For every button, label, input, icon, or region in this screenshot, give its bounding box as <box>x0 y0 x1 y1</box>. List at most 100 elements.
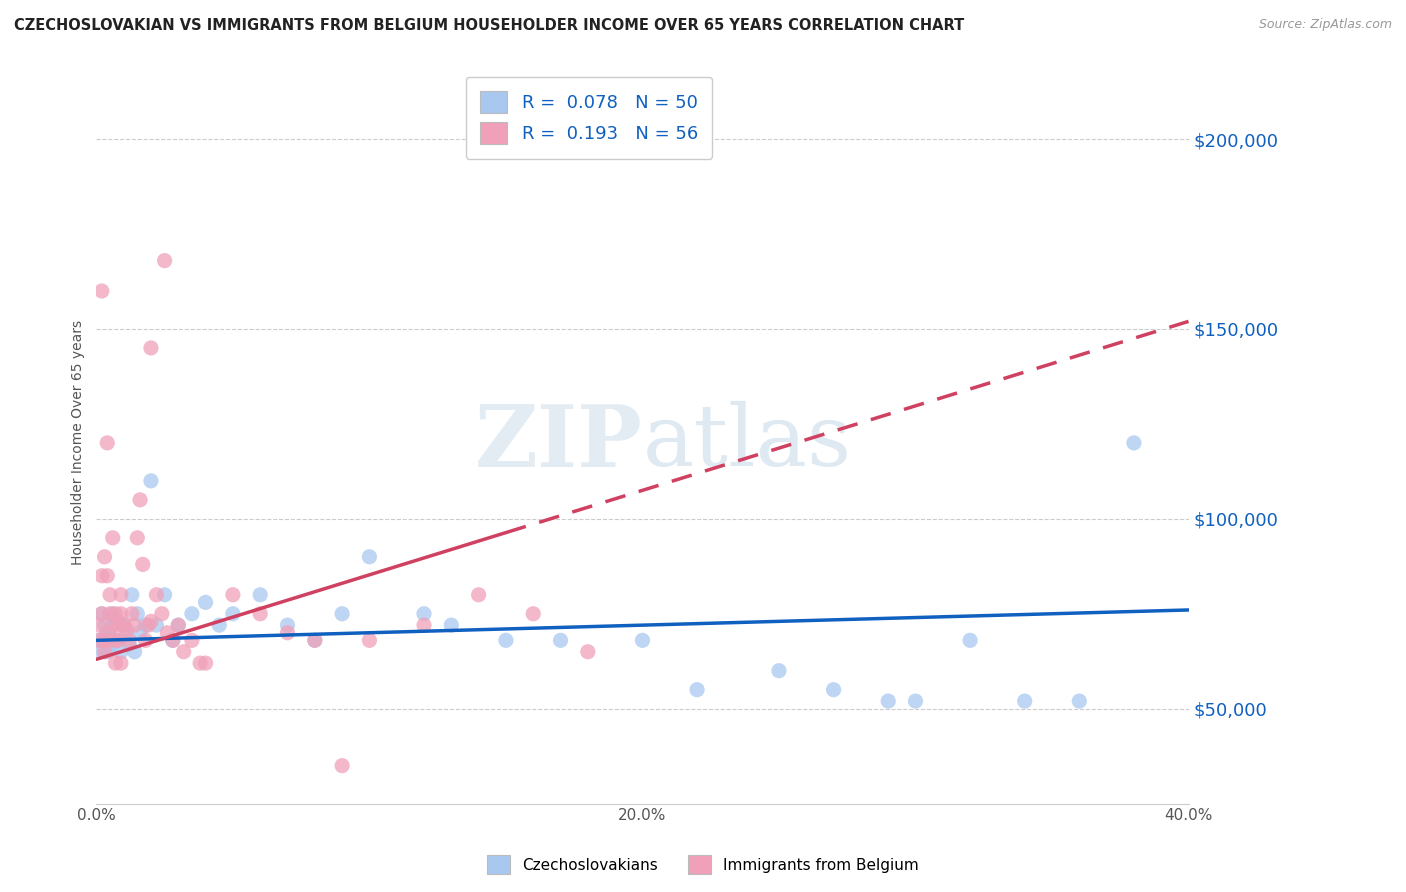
Point <box>249 588 271 602</box>
Point <box>330 607 353 621</box>
Point <box>162 633 184 648</box>
Point <box>104 633 127 648</box>
Point <box>115 622 138 636</box>
Point <box>823 682 845 697</box>
Point <box>93 618 115 632</box>
Point <box>87 633 110 648</box>
Point <box>134 618 156 632</box>
Point <box>90 569 112 583</box>
Point <box>96 625 118 640</box>
Point <box>631 633 654 648</box>
Point <box>98 633 121 648</box>
Point <box>121 607 143 621</box>
Text: atlas: atlas <box>643 401 852 484</box>
Point <box>139 615 162 629</box>
Point <box>167 618 190 632</box>
Point <box>112 618 135 632</box>
Point <box>90 645 112 659</box>
Point <box>110 656 132 670</box>
Point <box>101 531 124 545</box>
Point <box>98 607 121 621</box>
Point <box>330 758 353 772</box>
Point <box>96 625 118 640</box>
Point <box>359 633 381 648</box>
Point <box>904 694 927 708</box>
Point <box>96 569 118 583</box>
Point <box>98 588 121 602</box>
Point <box>156 625 179 640</box>
Point <box>440 618 463 632</box>
Point <box>173 645 195 659</box>
Text: CZECHOSLOVAKIAN VS IMMIGRANTS FROM BELGIUM HOUSEHOLDER INCOME OVER 65 YEARS CORR: CZECHOSLOVAKIAN VS IMMIGRANTS FROM BELGI… <box>14 18 965 33</box>
Point <box>107 615 129 629</box>
Point <box>162 633 184 648</box>
Point <box>139 341 162 355</box>
Point <box>222 588 245 602</box>
Point <box>98 630 121 644</box>
Point <box>136 618 159 632</box>
Point <box>107 618 129 632</box>
Point <box>101 607 124 621</box>
Point <box>87 633 110 648</box>
Point <box>96 645 118 659</box>
Point <box>1069 694 1091 708</box>
Point <box>1122 436 1144 450</box>
Point <box>129 492 152 507</box>
Point <box>550 633 572 648</box>
Point <box>104 607 127 621</box>
Point <box>87 618 110 632</box>
Point <box>194 656 217 670</box>
Point <box>96 436 118 450</box>
Point <box>101 637 124 651</box>
Point <box>129 625 152 640</box>
Point <box>112 618 135 632</box>
Point <box>93 633 115 648</box>
Point <box>93 549 115 564</box>
Legend: R =  0.078   N = 50, R =  0.193   N = 56: R = 0.078 N = 50, R = 0.193 N = 56 <box>465 77 713 159</box>
Point <box>145 588 167 602</box>
Point <box>153 588 176 602</box>
Point <box>359 549 381 564</box>
Text: Source: ZipAtlas.com: Source: ZipAtlas.com <box>1258 18 1392 31</box>
Point <box>98 622 121 636</box>
Point <box>188 656 211 670</box>
Point <box>110 588 132 602</box>
Point <box>104 633 127 648</box>
Point <box>1014 694 1036 708</box>
Point <box>118 633 141 648</box>
Point <box>134 633 156 648</box>
Point <box>249 607 271 621</box>
Point <box>150 607 173 621</box>
Point <box>90 284 112 298</box>
Point <box>522 607 544 621</box>
Point <box>276 618 298 632</box>
Point <box>124 645 146 659</box>
Point <box>180 633 202 648</box>
Point <box>90 607 112 621</box>
Point <box>304 633 326 648</box>
Point <box>104 656 127 670</box>
Point <box>110 645 132 659</box>
Point <box>208 618 231 632</box>
Point <box>304 633 326 648</box>
Point <box>132 558 155 572</box>
Point <box>101 618 124 632</box>
Y-axis label: Householder Income Over 65 years: Householder Income Over 65 years <box>72 320 86 566</box>
Legend: Czechoslovakians, Immigrants from Belgium: Czechoslovakians, Immigrants from Belgiu… <box>481 849 925 880</box>
Point <box>93 645 115 659</box>
Point <box>686 682 709 697</box>
Text: ZIP: ZIP <box>475 401 643 485</box>
Point <box>107 633 129 648</box>
Point <box>115 625 138 640</box>
Point <box>90 607 112 621</box>
Point <box>118 637 141 651</box>
Point <box>222 607 245 621</box>
Point <box>413 618 436 632</box>
Point <box>276 625 298 640</box>
Point <box>194 595 217 609</box>
Point <box>959 633 981 648</box>
Point <box>121 588 143 602</box>
Point <box>139 474 162 488</box>
Point <box>413 607 436 621</box>
Point <box>110 607 132 621</box>
